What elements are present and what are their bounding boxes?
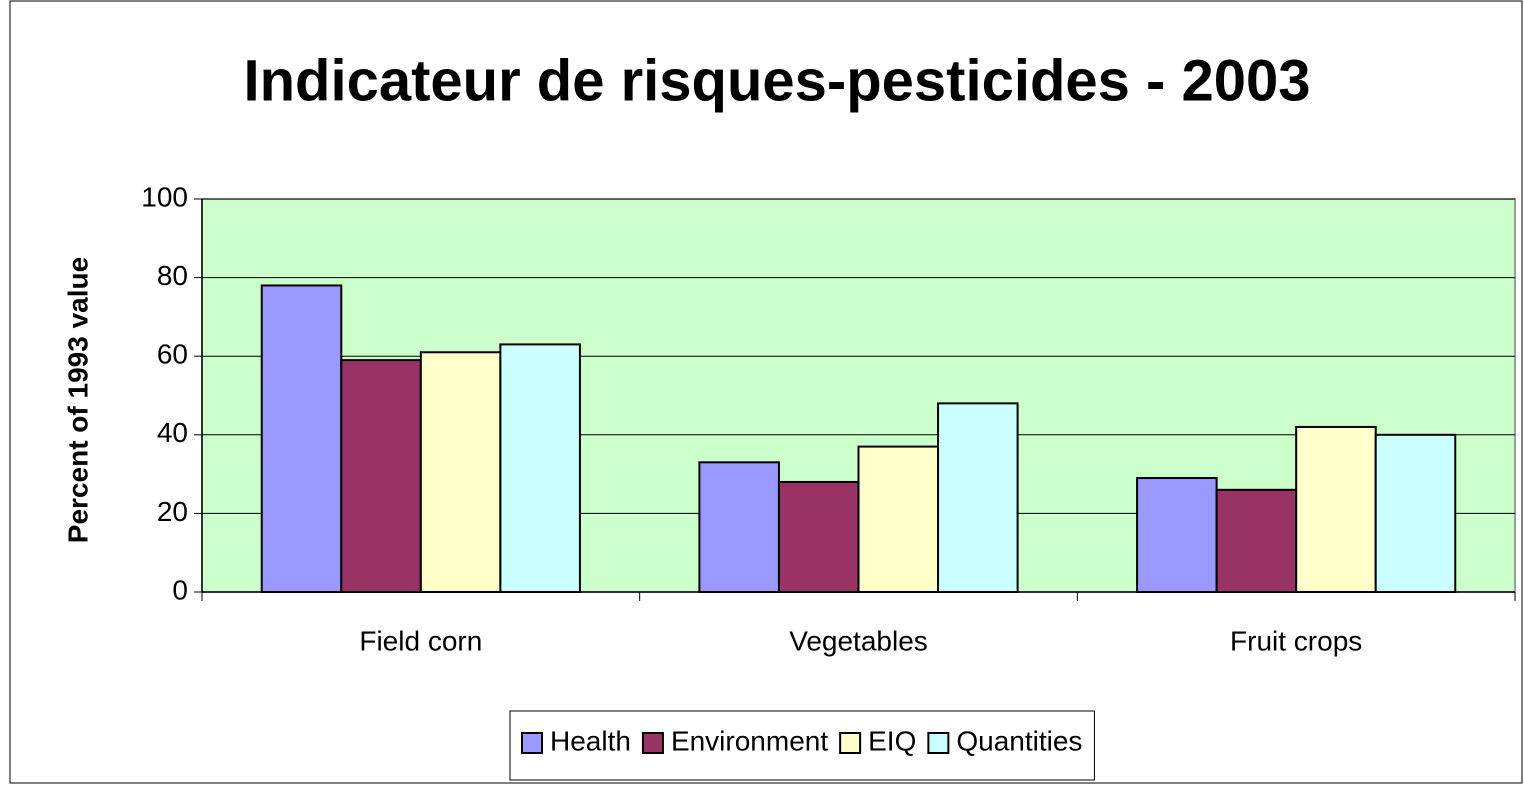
- legend-label: Environment: [671, 725, 828, 756]
- y-tick-label: 20: [157, 496, 188, 527]
- legend-box: [509, 710, 1095, 781]
- y-tick-label: 100: [141, 181, 188, 212]
- x-tick-label: Field corn: [359, 625, 482, 656]
- chart-frame: [9, 0, 1523, 784]
- x-tick-label: Fruit crops: [1230, 625, 1362, 656]
- legend-label: Quantities: [956, 725, 1082, 756]
- chart-title: Indicateur de risques-pesticides - 2003: [244, 48, 1311, 113]
- bar: [1215, 488, 1298, 594]
- bar: [698, 461, 780, 593]
- legend-swatch: [641, 732, 664, 754]
- y-tick-label: 80: [157, 260, 188, 291]
- bar: [340, 359, 422, 593]
- legend-label: Health: [550, 725, 631, 756]
- legend-swatch: [839, 732, 862, 754]
- legend-swatch: [927, 732, 950, 754]
- bar: [937, 402, 1019, 593]
- bar: [1295, 425, 1377, 593]
- x-tick-label: Vegetables: [789, 625, 928, 656]
- y-tick-label: 40: [157, 417, 188, 448]
- bar: [499, 343, 581, 593]
- y-axis-label: Percent of 1993 value: [62, 257, 93, 543]
- bar: [777, 480, 860, 593]
- legend-label: EIQ: [868, 725, 916, 756]
- bar: [857, 445, 940, 593]
- bar: [1374, 433, 1457, 593]
- bar: [1136, 477, 1218, 593]
- y-tick-label: 0: [172, 574, 188, 605]
- bar: [260, 284, 343, 593]
- bar: [419, 351, 502, 593]
- legend-swatch: [521, 732, 543, 754]
- y-tick-label: 60: [157, 339, 188, 370]
